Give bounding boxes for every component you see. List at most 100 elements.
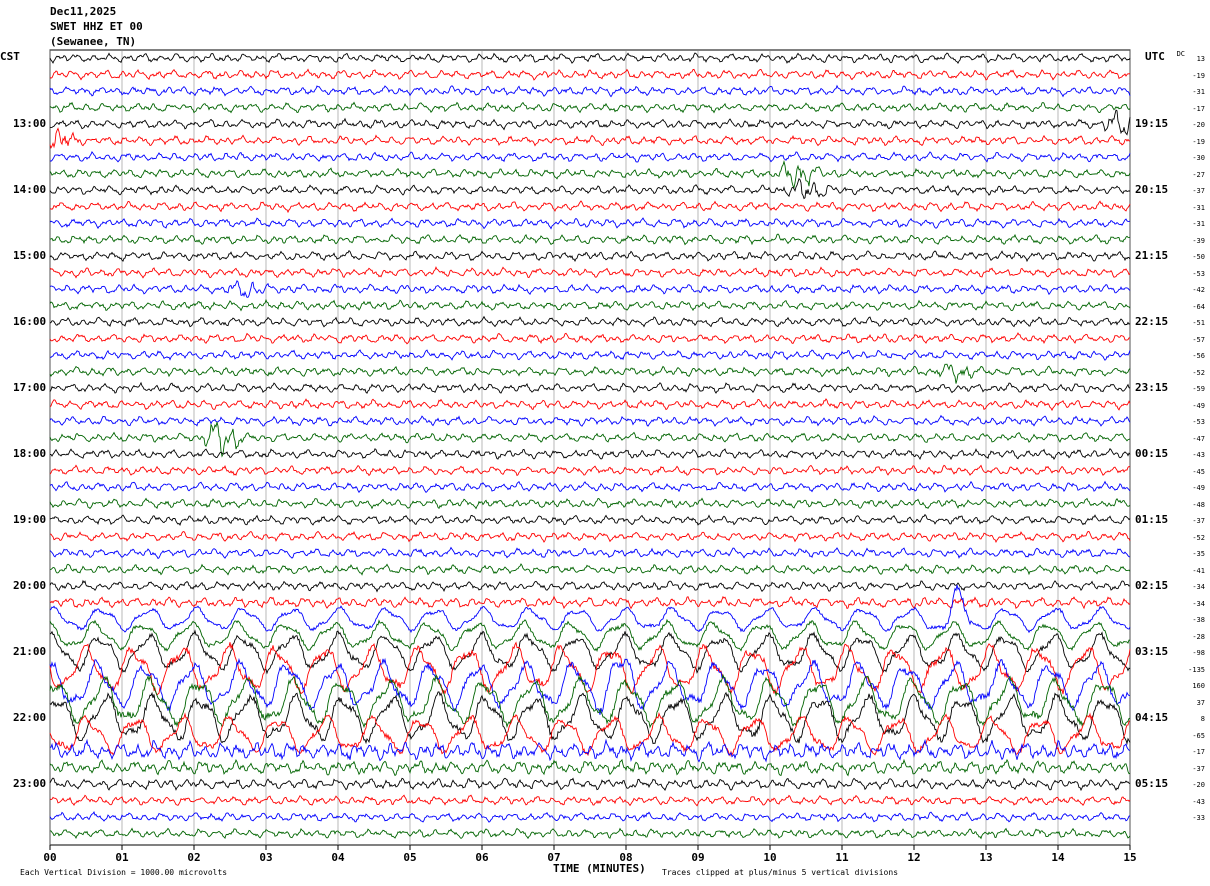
dc-offset-label: -33 <box>1192 814 1205 822</box>
dc-offset-label: -28 <box>1192 632 1205 641</box>
dc-offset-label: -20 <box>1192 781 1205 789</box>
seismic-trace <box>49 563 1131 576</box>
seismic-trace <box>49 217 1131 230</box>
dc-title: DC <box>1176 50 1185 58</box>
dc-offset-label: -65 <box>1192 731 1205 740</box>
utc-hour-label: 23:15 <box>1135 381 1169 394</box>
seismic-trace <box>49 101 1131 114</box>
dc-offset-label: -48 <box>1192 500 1205 509</box>
seismic-trace <box>49 151 1131 163</box>
dc-offset-label: -59 <box>1192 385 1205 393</box>
x-tick-label: 03 <box>259 851 273 864</box>
seismic-trace <box>49 84 1131 98</box>
clip-note: Traces clipped at plus/minus 5 vertical … <box>662 868 899 877</box>
dc-offset-label: -31 <box>1192 88 1205 96</box>
seismic-trace <box>49 711 1131 757</box>
dc-offset-label: -49 <box>1192 401 1205 410</box>
x-tick-label: 00 <box>43 851 57 864</box>
seismic-trace <box>49 52 1131 64</box>
seismic-trace <box>49 595 1131 610</box>
x-tick-label: 05 <box>403 851 417 864</box>
x-tick-label: 04 <box>331 851 345 864</box>
cst-hour-label: 13:00 <box>13 117 47 130</box>
seismic-trace <box>49 109 1131 136</box>
cst-hour-label: 16:00 <box>13 315 47 328</box>
seismic-trace <box>49 421 1131 458</box>
dc-offset-label: -51 <box>1192 319 1205 327</box>
dc-offset-label: 8 <box>1200 715 1205 723</box>
seismic-trace <box>50 448 1131 461</box>
x-tick-label: 11 <box>835 851 849 864</box>
dc-offset-label: -56 <box>1192 352 1205 360</box>
dc-offset-label: -34 <box>1192 599 1205 608</box>
seismic-trace <box>49 159 1131 189</box>
dc-offset-label: -52 <box>1192 368 1205 377</box>
x-tick-label: 01 <box>115 851 129 864</box>
dc-offset-label: -31 <box>1192 203 1205 212</box>
utc-hour-label: 00:15 <box>1135 447 1169 460</box>
dc-offset-label: -19 <box>1192 71 1205 80</box>
cst-hour-label: 23:00 <box>13 777 47 790</box>
dc-offset-label: -52 <box>1192 533 1205 542</box>
dc-offset-label: -27 <box>1192 170 1205 179</box>
utc-hour-label: 03:15 <box>1135 645 1169 658</box>
seismic-trace <box>49 349 1131 361</box>
seismic-trace <box>49 200 1131 214</box>
seismic-trace <box>49 530 1131 544</box>
x-tick-label: 09 <box>691 851 705 864</box>
dc-offset-label: -64 <box>1192 302 1205 311</box>
dc-offset-label: -57 <box>1192 335 1205 344</box>
seismic-trace <box>49 332 1131 345</box>
seismic-trace <box>49 178 1131 200</box>
dc-offset-label: 13 <box>1196 55 1205 63</box>
seismic-trace <box>49 513 1131 527</box>
seismic-trace <box>49 810 1131 823</box>
plot-frame <box>49 49 1131 846</box>
plot-date: Dec11,2025 <box>50 5 117 18</box>
cst-hour-label: 22:00 <box>13 711 47 724</box>
dc-offset-label: -37 <box>1192 517 1205 525</box>
utc-hour-label: 01:15 <box>1135 513 1169 526</box>
station-code: SWET HHZ ET 00 <box>50 20 143 33</box>
dc-offset-label: -53 <box>1192 418 1205 426</box>
seismic-trace <box>50 827 1131 840</box>
seismic-trace <box>49 381 1131 394</box>
x-tick-label: 12 <box>907 851 921 864</box>
dc-offset-label: -39 <box>1192 236 1205 245</box>
dc-offset-label: -47 <box>1192 434 1205 443</box>
x-tick-label: 15 <box>1123 851 1137 864</box>
seismic-trace <box>49 497 1131 510</box>
dc-offset-label: -53 <box>1192 269 1205 278</box>
cst-hour-label: 19:00 <box>13 513 47 526</box>
right-axis-title: UTC <box>1145 50 1165 63</box>
seismic-trace <box>49 398 1131 412</box>
dc-offset-label: -37 <box>1192 187 1205 195</box>
utc-hour-label: 05:15 <box>1135 777 1169 790</box>
dc-offset-label: 160 <box>1192 682 1205 690</box>
x-tick-label: 06 <box>475 851 489 864</box>
utc-hour-label: 22:15 <box>1135 315 1169 328</box>
dc-offset-label: -17 <box>1192 748 1205 756</box>
dc-offset-label: -41 <box>1192 566 1205 575</box>
dc-offset-label: -43 <box>1192 797 1205 806</box>
x-tick-label: 14 <box>1051 851 1065 864</box>
seismic-trace <box>49 657 1131 715</box>
seismic-trace <box>49 691 1131 746</box>
x-tick-label: 13 <box>979 851 993 864</box>
seismic-trace <box>49 127 1131 149</box>
seismic-trace <box>49 794 1131 807</box>
seismic-trace <box>49 673 1131 729</box>
seismic-trace <box>49 618 1131 653</box>
seismic-trace <box>49 249 1131 263</box>
cst-hour-label: 21:00 <box>13 645 47 658</box>
cst-hour-label: 15:00 <box>13 249 47 262</box>
dc-offset-label: -42 <box>1192 286 1205 294</box>
seismic-trace <box>49 363 1131 384</box>
x-tick-label: 07 <box>547 851 561 864</box>
utc-hour-label: 19:15 <box>1135 117 1169 130</box>
dc-offset-label: -35 <box>1192 550 1205 558</box>
dc-offset-label: -37 <box>1192 764 1205 773</box>
cst-hour-label: 18:00 <box>13 447 47 460</box>
dc-offset-label: -50 <box>1192 253 1205 261</box>
